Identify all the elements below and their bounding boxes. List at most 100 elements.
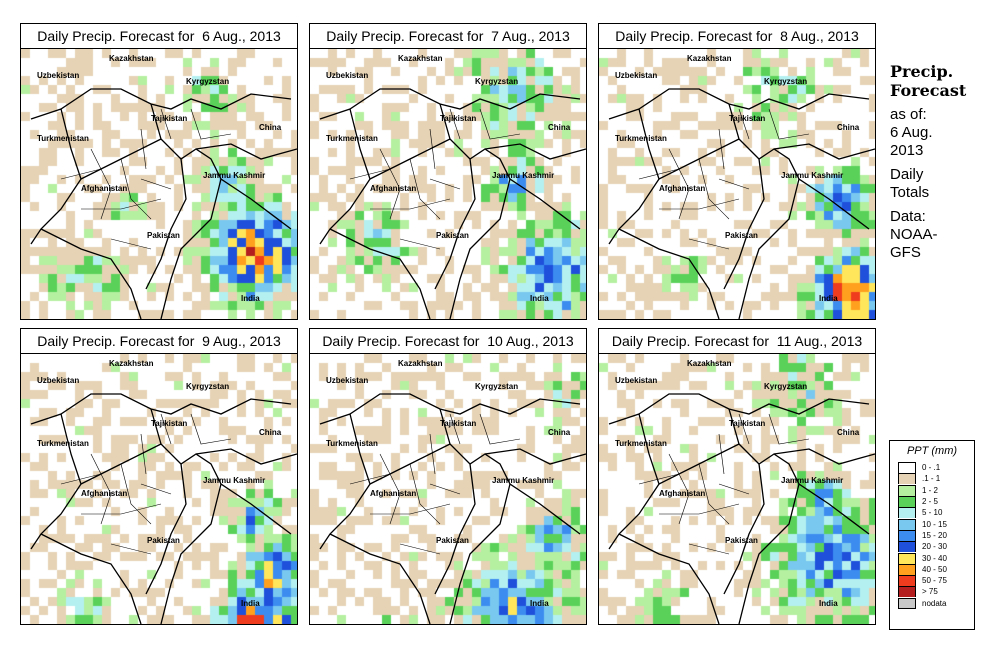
map-label-turkmenistan: Turkmenistan [615, 439, 667, 448]
map-label-uzbekistan: Uzbekistan [615, 71, 658, 80]
boundary-lines [608, 393, 875, 624]
map-label-kazakhstan: Kazakhstan [398, 359, 443, 368]
precip-map: Kazakhstan Uzbekistan Kyrgyzstan Tajikistan… [310, 354, 586, 624]
province-boundary [718, 433, 725, 475]
panel-title: Daily Precip. Forecast for 7 Aug., 2013 [310, 24, 586, 49]
panel-title: Daily Precip. Forecast for 9 Aug., 2013 [21, 329, 297, 354]
country-boundary [40, 228, 142, 319]
province-boundary [638, 168, 680, 180]
precip-map: Kazakhstan Uzbekistan Kyrgyzstan Tajikistan… [21, 49, 297, 319]
legend-label: 40 - 50 [922, 564, 947, 574]
province-boundary [688, 238, 730, 250]
province-boundary [659, 198, 740, 210]
country-boundary [439, 103, 581, 230]
boundary-lines [319, 88, 586, 319]
province-boundary [60, 168, 102, 180]
legend-label: 50 - 75 [922, 576, 947, 586]
province-boundary [429, 178, 461, 190]
map-label-jammu-kashmir: Jammu Kashmir [203, 171, 266, 180]
map-label-kyrgyzstan: Kyrgyzstan [186, 77, 230, 86]
map-label-afghanistan: Afghanistan [370, 184, 417, 193]
country-boundary [30, 88, 292, 120]
data-source-block: Data: NOAA- GFS [890, 208, 980, 262]
legend-swatch [898, 552, 916, 564]
map-label-afghanistan: Afghanistan [659, 489, 706, 498]
legend-title: PPT (mm) [906, 445, 958, 457]
province-boundary [688, 543, 730, 555]
legend-item: 20 - 30 [898, 541, 974, 553]
map-label-pakistan: Pakistan [436, 231, 469, 240]
map-label-india: India [241, 294, 260, 303]
map-label-tajikistan: Tajikistan [729, 419, 766, 428]
country-boundary [329, 228, 431, 319]
forecast-panel-3: Daily Precip. Forecast for 8 Aug., 2013 K… [598, 23, 876, 320]
precip-map: Kazakhstan Uzbekistan Kyrgyzstan Tajikistan… [21, 354, 297, 624]
country-boundary [608, 413, 660, 550]
legend-swatch [898, 541, 916, 553]
as-of-label: as of: [890, 106, 927, 123]
country-boundary [608, 88, 870, 120]
province-boundary [698, 463, 730, 525]
map-label-india: India [241, 599, 260, 608]
map-label-pakistan: Pakistan [436, 536, 469, 545]
legend-item: nodata [898, 597, 974, 609]
forecast-panel-6: Daily Precip. Forecast for 11 Aug., 2013… [598, 328, 876, 625]
map-label-uzbekistan: Uzbekistan [326, 71, 369, 80]
legend-swatch [898, 462, 916, 474]
country-boundary [658, 138, 740, 180]
map-label-kazakhstan: Kazakhstan [687, 54, 732, 63]
map-label-china: China [548, 428, 571, 437]
province-boundary [738, 413, 750, 445]
map-label-kyrgyzstan: Kyrgyzstan [475, 77, 519, 86]
country-boundary [160, 483, 222, 624]
map-label-jammu-kashmir: Jammu Kashmir [203, 476, 266, 485]
legend-swatch [898, 473, 916, 485]
province-boundary [81, 503, 162, 515]
country-boundary [723, 463, 765, 595]
province-boundary [718, 128, 725, 170]
boundary-lines [319, 393, 586, 624]
country-boundary [369, 443, 451, 485]
precip-map: Kazakhstan Uzbekistan Kyrgyzstan Tajikistan… [599, 49, 875, 319]
sidebar-heading-1: Precip. [890, 62, 954, 81]
map-label-china: China [259, 428, 282, 437]
map-label-kyrgyzstan: Kyrgyzstan [186, 382, 230, 391]
panel-title: Daily Precip. Forecast for 6 Aug., 2013 [21, 24, 297, 49]
map-label-kyrgyzstan: Kyrgyzstan [764, 382, 808, 391]
panel-title: Daily Precip. Forecast for 11 Aug., 2013 [599, 329, 875, 354]
map-label-kazakhstan: Kazakhstan [109, 54, 154, 63]
province-boundary [120, 463, 152, 525]
legend-item: .1 - 1 [898, 473, 974, 485]
country-boundary [329, 533, 431, 624]
as-of-year: 2013 [890, 142, 924, 159]
map-label-china: China [837, 123, 860, 132]
country-boundary [658, 443, 740, 485]
country-boundary [145, 463, 187, 595]
country-boundary [150, 103, 292, 230]
legend-label: .1 - 1 [922, 474, 941, 484]
province-boundary [160, 413, 172, 445]
province-boundary [718, 483, 750, 495]
map-label-jammu-kashmir: Jammu Kashmir [492, 171, 555, 180]
country-boundary [40, 533, 142, 624]
province-boundary [190, 413, 232, 445]
province-boundary [81, 198, 162, 210]
province-boundary [409, 158, 441, 220]
map-label-tajikistan: Tajikistan [151, 114, 188, 123]
province-boundary [110, 238, 152, 250]
boundary-lines [608, 88, 875, 319]
map-label-tajikistan: Tajikistan [151, 419, 188, 428]
forecast-panel-1: Daily Precip. Forecast for 6 Aug., 2013 K… [20, 23, 298, 320]
country-boundary [319, 88, 581, 120]
map-label-pakistan: Pakistan [147, 536, 180, 545]
province-boundary [140, 483, 172, 495]
map-label-kyrgyzstan: Kyrgyzstan [764, 77, 808, 86]
panel-title: Daily Precip. Forecast for 10 Aug., 2013 [310, 329, 586, 354]
map-label-uzbekistan: Uzbekistan [615, 376, 658, 385]
province-boundary [718, 178, 750, 190]
boundary-lines [30, 88, 297, 319]
country-boundary [728, 103, 870, 230]
map-label-jammu-kashmir: Jammu Kashmir [781, 476, 844, 485]
legend-item: > 75 [898, 586, 974, 598]
